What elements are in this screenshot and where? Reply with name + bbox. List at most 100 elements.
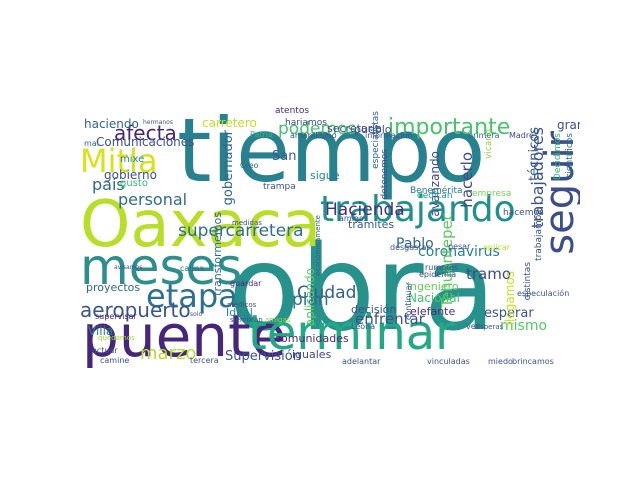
word-nacional: Nacional xyxy=(408,291,460,305)
word-vinculadas: vinculadas xyxy=(427,357,470,366)
word-llegamos: llegamos xyxy=(503,271,517,326)
word-mixe: mixe xyxy=(120,154,145,165)
word-supercarretera: supercarretera xyxy=(178,221,304,241)
word-enfrentar: enfrentar xyxy=(355,310,425,328)
word-atentos: atentos xyxy=(275,107,310,116)
word-san: San xyxy=(272,149,297,164)
word-hariamos: hariamos xyxy=(285,118,327,128)
word-supervision: Supervisión xyxy=(225,349,301,364)
word-patria: Patria xyxy=(250,130,273,139)
word-coronavirus: coronavirus xyxy=(418,244,500,260)
word-decidimos: Decidimos xyxy=(553,133,563,181)
word-detenemos: detenemos xyxy=(380,149,390,200)
word-adelantar: adelantar xyxy=(342,357,381,366)
word-rumores: rumores xyxy=(425,263,459,272)
word-visperas: visperas xyxy=(474,323,504,331)
word-carretero: carretero xyxy=(202,116,257,130)
word-trampa: trampa xyxy=(263,182,296,192)
word-solo: solo xyxy=(190,311,203,318)
word-actuar: actuar xyxy=(92,346,118,355)
word-gobernador: gobernador xyxy=(221,130,236,206)
word-trabajamos: trabajamos xyxy=(534,210,544,261)
word-hacienda: Hacienda xyxy=(325,200,405,220)
word-calma: calma xyxy=(180,264,205,273)
word-siembran: siembran xyxy=(230,316,263,324)
word-empresa: empresa xyxy=(472,189,512,199)
word-continuar: continuar xyxy=(404,282,413,321)
word-grande: grande xyxy=(557,118,580,132)
word-ingeniero: ingeniero xyxy=(407,280,459,293)
word-obra: obra xyxy=(228,219,496,357)
word-cientificos: científicos xyxy=(565,133,575,179)
word-esperar: esperar xyxy=(484,306,534,321)
word-gobierno: gobierno xyxy=(104,168,157,182)
word-mitla: Mitla xyxy=(80,142,158,180)
word-iguales: iguales xyxy=(292,348,332,361)
word-gusto: gusto xyxy=(120,178,148,189)
word-madre: Madre xyxy=(509,131,534,140)
word-comunidades: comunidades xyxy=(275,332,349,345)
word-medidas: medidas xyxy=(232,219,262,227)
word-leona: Leona xyxy=(351,322,376,331)
word-benemerita: Benemérita xyxy=(410,186,463,196)
word-mal: mal xyxy=(84,139,99,148)
word-hacerlo: hacerlo xyxy=(458,152,476,208)
word-informacion: información xyxy=(365,131,413,140)
word-puente: puente xyxy=(82,302,287,370)
word-importante: importante xyxy=(388,115,511,140)
word-amigas: amigas xyxy=(265,316,291,324)
word-avanzando: avanzando xyxy=(428,151,442,217)
word-comunicaciones: Comunicaciones xyxy=(96,135,195,149)
word-ideal: Ideal xyxy=(226,306,253,319)
word-avisamos: avisamos xyxy=(114,264,143,271)
word-sigue: sigue xyxy=(310,169,340,182)
word-dedican: dedican xyxy=(417,191,453,201)
word-aeropuerto: aeropuerto xyxy=(80,298,191,322)
word-tercera: tercera xyxy=(190,356,219,365)
word-aplicando: aplicando xyxy=(303,268,317,327)
word-villa: Villa xyxy=(88,324,114,338)
word-pesar: pesar xyxy=(448,242,471,251)
word-transformemos: transformemos xyxy=(211,212,224,296)
word-amigos: amigos xyxy=(339,214,369,223)
word-proyectos: proyectos xyxy=(86,281,141,294)
word-personal: personal xyxy=(118,190,188,209)
word-creo: Creo xyxy=(240,161,259,170)
word-tiempo: tiempo xyxy=(177,107,486,202)
word-vez: vez xyxy=(466,322,480,331)
word-tramites: trámites xyxy=(348,218,395,231)
word-economicamente: económicamente xyxy=(314,215,322,276)
word-camine: camine xyxy=(100,356,130,365)
word-afecta: afecta xyxy=(114,121,177,145)
word-miedo: miedo xyxy=(488,357,513,366)
word-decision: decisión xyxy=(351,303,397,316)
word-primera: primera xyxy=(468,131,500,140)
word-supervisar: supervisar xyxy=(95,312,137,321)
word-medicos: médicos xyxy=(227,301,257,309)
word-podemos: podemos xyxy=(278,119,357,139)
word-pais: país xyxy=(92,175,125,194)
word-oaxaca: Oaxaca xyxy=(80,188,322,262)
word-hacemos: hacemos xyxy=(503,208,544,218)
word-etapa: etapa xyxy=(146,277,238,315)
word-ciudad: Ciudad xyxy=(297,283,357,303)
word-cloud: obra tiempo Oaxaca puente terminar meses… xyxy=(80,107,580,372)
word-terminar: terminar xyxy=(248,305,455,361)
word-mismo: mismo xyxy=(500,318,548,334)
word-epidemia: epidemia xyxy=(419,270,457,279)
word-brincamos: brincamos xyxy=(512,357,554,366)
word-desgastar: desgastar xyxy=(390,243,430,252)
word-meses: meses xyxy=(80,238,243,296)
word-pablo: Pablo xyxy=(396,236,434,252)
word-pueblo: pueblo xyxy=(354,123,392,136)
word-marzo: marzo xyxy=(140,343,197,364)
word-plan: plan xyxy=(292,290,329,310)
word-elefante: elefante xyxy=(410,305,456,318)
word-secretaria: secretaría xyxy=(327,122,382,135)
word-hermanos: hermanos xyxy=(143,119,173,126)
word-guardar: guardar xyxy=(230,279,262,288)
word-haciendo: haciendo xyxy=(84,117,139,131)
word-amarillismo: amarillismo xyxy=(290,131,337,140)
word-aplicar: aplicar xyxy=(483,243,511,252)
